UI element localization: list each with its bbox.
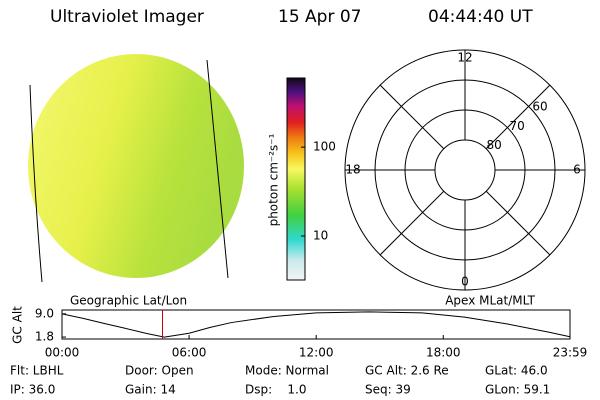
ring-label: 70 bbox=[509, 119, 524, 133]
colorbar-tick-label: 10 bbox=[313, 229, 328, 243]
footer-field: GLat: 46.0 bbox=[485, 364, 548, 378]
date: 15 Apr 07 bbox=[278, 7, 361, 27]
geo-line bbox=[29, 84, 43, 283]
footer-field: Flt: LBHL bbox=[10, 364, 64, 378]
colorbar-label: photon cm⁻²s⁻¹ bbox=[267, 133, 281, 226]
colorbar bbox=[287, 78, 305, 280]
angle-label: 18 bbox=[345, 163, 360, 177]
colorbar-tick-label: 100 bbox=[313, 140, 336, 154]
plot-frame bbox=[61, 309, 571, 340]
footer-field: GC Alt: 2.6 Re bbox=[365, 364, 449, 378]
x-tick-label: 23:59 bbox=[553, 346, 588, 360]
ring-label: 80 bbox=[486, 138, 501, 152]
geo-line bbox=[206, 59, 229, 279]
colorbar-frame bbox=[286, 77, 306, 281]
footer-field: IP: 36.0 bbox=[10, 383, 55, 397]
y-tick-label: 9.0 bbox=[35, 306, 54, 320]
footer-field: Mode: Normal bbox=[245, 364, 329, 378]
footer-field: Door: Open bbox=[125, 364, 194, 378]
y-axis-label: GC Alt bbox=[11, 306, 25, 344]
footer-field: GLon: 59.1 bbox=[485, 383, 550, 397]
angle-label: 0 bbox=[461, 275, 469, 289]
left-label: Geographic Lat/Lon bbox=[70, 294, 187, 308]
title: Ultraviolet Imager bbox=[50, 7, 204, 27]
polar-spoke bbox=[379, 190, 445, 256]
x-tick-label: 06:00 bbox=[172, 346, 207, 360]
footer-field: Gain: 14 bbox=[125, 383, 176, 397]
right-label: Apex MLat/MLT bbox=[445, 294, 535, 308]
footer-field: Seq: 39 bbox=[365, 383, 411, 397]
angle-label: 6 bbox=[573, 163, 581, 177]
x-tick-label: 18:00 bbox=[426, 346, 461, 360]
polar-spoke bbox=[485, 84, 551, 150]
altitude-line bbox=[61, 311, 571, 338]
uv-image bbox=[28, 54, 244, 278]
y-tick-label: 1.8 bbox=[35, 330, 54, 344]
ring-label: 60 bbox=[532, 100, 547, 114]
polar-spoke bbox=[379, 84, 445, 150]
x-tick-label: 12:00 bbox=[299, 346, 334, 360]
footer-field: Dsp: 1.0 bbox=[245, 383, 307, 397]
angle-label: 12 bbox=[457, 51, 472, 65]
time: 04:44:40 UT bbox=[428, 7, 533, 27]
x-tick-label: 00:00 bbox=[45, 346, 80, 360]
polar-spoke bbox=[485, 190, 551, 256]
